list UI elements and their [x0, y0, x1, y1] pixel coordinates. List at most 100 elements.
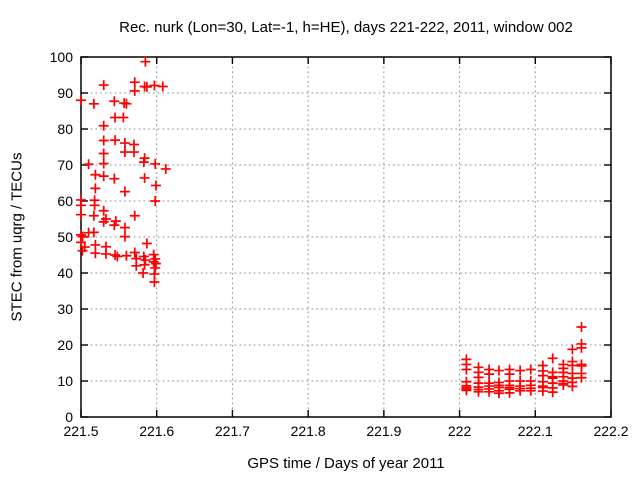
- data-point-marker: [149, 80, 160, 91]
- data-point-marker: [98, 205, 109, 216]
- x-tick-label: 222.2: [593, 423, 628, 439]
- data-point-marker: [525, 364, 536, 375]
- data-point-marker: [118, 112, 129, 123]
- data-point-marker: [139, 259, 150, 270]
- data-point-marker: [110, 250, 121, 260]
- data-point-marker: [129, 210, 140, 221]
- data-point-marker: [98, 80, 109, 91]
- x-tick-label: 221.6: [139, 423, 174, 439]
- data-point-marker: [537, 386, 548, 397]
- data-point-marker: [79, 242, 90, 253]
- data-point-marker: [119, 138, 130, 149]
- data-point-marker: [567, 344, 578, 355]
- y-tick-label: 90: [57, 85, 73, 101]
- data-point-marker: [484, 369, 495, 380]
- data-point-marker: [493, 388, 504, 399]
- data-point-marker: [547, 353, 558, 364]
- x-axis-label: GPS time / Days of year 2011: [247, 455, 445, 472]
- data-point-marker: [493, 365, 504, 376]
- data-point-marker: [119, 147, 130, 158]
- data-point-marker: [131, 260, 142, 271]
- data-point-marker: [141, 238, 152, 249]
- data-point-marker: [139, 172, 150, 183]
- data-point-marker: [140, 56, 151, 67]
- x-tick-label: 221.7: [215, 423, 250, 439]
- y-tick-label: 0: [65, 409, 73, 425]
- data-point-marker: [525, 385, 536, 396]
- data-point-marker: [150, 180, 161, 191]
- data-point-marker: [112, 251, 123, 262]
- x-tick-label: 222: [448, 423, 472, 439]
- data-point-marker: [98, 171, 109, 182]
- data-point-marker: [109, 173, 120, 184]
- data-point-marker: [98, 148, 109, 159]
- data-point-marker: [83, 159, 94, 170]
- data-point-marker: [100, 248, 111, 259]
- x-tick-label: 221.9: [366, 423, 401, 439]
- data-point-marker: [89, 200, 100, 211]
- data-point-marker: [138, 268, 149, 278]
- data-point-marker: [461, 385, 472, 396]
- data-point-marker: [77, 231, 88, 242]
- x-tick-label: 221.5: [63, 423, 98, 439]
- y-tick-label: 10: [57, 373, 73, 389]
- data-point-marker: [90, 169, 101, 180]
- chart-title: Rec. nurk (Lon=30, Lat=-1, h=HE), days 2…: [119, 19, 573, 36]
- data-point-marker: [110, 135, 121, 146]
- data-point-marker: [547, 387, 558, 398]
- data-point-marker: [461, 364, 472, 375]
- data-point-marker: [138, 157, 149, 168]
- data-point-marker: [121, 98, 132, 109]
- data-point-marker: [567, 381, 578, 392]
- y-tick-label: 50: [57, 229, 73, 245]
- data-point-marker: [576, 372, 587, 383]
- data-point-marker: [129, 247, 140, 258]
- data-point-marker: [504, 387, 515, 398]
- data-point-marker: [141, 81, 152, 92]
- data-point-marker: [76, 95, 86, 106]
- data-point-marker: [157, 81, 168, 92]
- data-point-marker: [98, 135, 109, 146]
- y-tick-label: 20: [57, 337, 73, 353]
- data-point-marker: [88, 98, 99, 109]
- data-point-marker: [149, 277, 160, 287]
- data-point-marker: [121, 250, 132, 261]
- data-point-marker: [558, 379, 569, 390]
- data-point-marker: [576, 342, 587, 353]
- data-point-marker: [109, 220, 120, 231]
- x-tick-label: 221.8: [291, 423, 326, 439]
- x-tick-label: 222.1: [518, 423, 553, 439]
- data-point-marker: [119, 186, 130, 197]
- y-tick-label: 100: [50, 49, 74, 65]
- data-point-marker: [90, 248, 101, 259]
- y-tick-label: 80: [57, 121, 73, 137]
- data-point-marker: [119, 222, 130, 233]
- y-tick-label: 30: [57, 301, 73, 317]
- data-point-marker: [515, 385, 526, 396]
- data-point-marker: [98, 158, 109, 169]
- data-point-marker: [109, 96, 120, 107]
- data-point-marker: [150, 196, 161, 206]
- y-tick-label: 70: [57, 157, 73, 173]
- data-point-marker: [88, 210, 99, 221]
- data-point-marker: [76, 209, 86, 220]
- data-point-marker: [160, 163, 171, 174]
- data-point-marker: [88, 227, 99, 238]
- data-point-marker: [76, 200, 86, 211]
- data-point-marker: [98, 216, 109, 227]
- data-point-marker: [148, 256, 159, 267]
- data-point-marker: [98, 120, 109, 131]
- data-point-marker: [90, 183, 101, 194]
- data-point-marker: [129, 85, 140, 96]
- data-point-marker: [484, 386, 495, 397]
- data-point-marker: [150, 158, 161, 169]
- data-point-marker: [129, 147, 139, 158]
- data-point-marker: [129, 77, 140, 88]
- y-tick-label: 40: [57, 265, 73, 281]
- data-point-marker: [119, 231, 130, 242]
- y-tick-label: 60: [57, 193, 73, 209]
- data-point-marker: [473, 386, 484, 397]
- data-point-marker: [576, 322, 587, 332]
